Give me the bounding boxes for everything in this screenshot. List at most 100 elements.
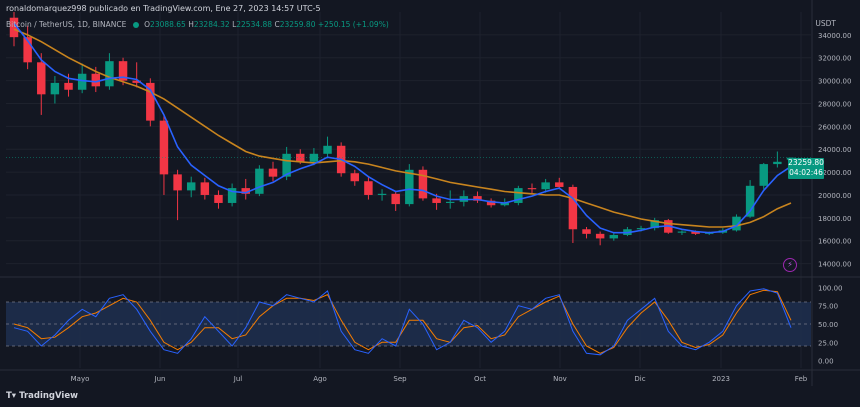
candle-body — [541, 182, 550, 190]
candle-body — [214, 194, 223, 203]
candle-body — [118, 61, 128, 81]
candle-body — [514, 188, 523, 203]
stoch-tick-label: 75.00 — [818, 303, 838, 311]
low-value: 22534.88 — [236, 20, 273, 29]
candle-body — [241, 188, 250, 194]
candle-body — [186, 182, 196, 191]
candle-body — [200, 182, 210, 195]
candle-body — [636, 228, 646, 230]
symbol-name[interactable]: Bitcoin / TetherUS, 1D, BINANCE — [6, 20, 127, 29]
time-tick-label: Mayo — [71, 375, 90, 383]
market-status-icon — [132, 22, 139, 28]
candle-body — [745, 185, 755, 217]
symbol-legend[interactable]: Bitcoin / TetherUS, 1D, BINANCE O23088.6… — [6, 20, 389, 29]
price-tick-label: 28000.00 — [818, 100, 851, 108]
candle-body — [445, 201, 455, 203]
candle-body — [268, 168, 278, 177]
candle-body — [350, 173, 360, 182]
moving-averages — [13, 22, 792, 234]
bar-countdown: 04:02:46 — [789, 168, 823, 177]
price-tick-label: 18000.00 — [818, 215, 851, 223]
fast-ma-line — [13, 22, 792, 234]
stoch-tick-label: 25.00 — [818, 339, 838, 347]
price-tick-label: 22000.00 — [818, 169, 851, 177]
price-tick-label: 34000.00 — [818, 32, 851, 40]
candle-body — [650, 220, 659, 229]
candle-body — [64, 82, 73, 90]
stoch-tick-label: 50.00 — [818, 321, 838, 329]
open-value: 23088.65 — [150, 20, 186, 29]
price-tick-label: 20000.00 — [818, 192, 851, 200]
price-tick-label: 14000.00 — [818, 261, 851, 269]
time-tick-label: Sep — [393, 375, 407, 383]
low-label: L — [232, 20, 237, 29]
price-tick-label: 32000.00 — [818, 55, 851, 63]
time-tick-label: Oct — [474, 375, 486, 383]
candle-body — [159, 120, 169, 175]
stoch-tick-label: 0.00 — [818, 358, 834, 366]
candle-body — [773, 161, 782, 165]
candle-body — [609, 234, 619, 239]
stoch-rsi-pane — [6, 288, 811, 356]
candle-body — [555, 182, 564, 187]
tradingview-logo-icon: T▾ — [6, 391, 17, 401]
axes: 34000.00 32000.00 30000.00 28000.00 26000.00… — [71, 32, 852, 383]
candle-body — [568, 186, 578, 230]
currency-label: USDT — [815, 19, 836, 28]
candle-body — [37, 62, 46, 95]
time-tick-label: Jul — [233, 375, 243, 383]
flash-icon[interactable]: ⚡ — [783, 258, 797, 272]
last-price-value: 23259.80 — [788, 158, 824, 167]
candle-body — [23, 37, 32, 63]
candle-body — [391, 193, 400, 205]
candle-body — [500, 202, 509, 206]
candle-body — [418, 169, 428, 199]
candle-body — [677, 231, 687, 233]
candle-body — [527, 188, 537, 190]
stoch-k-line — [13, 288, 792, 356]
time-tick-label: Jun — [154, 375, 166, 383]
candle-body — [77, 73, 87, 90]
candle-body — [405, 169, 414, 205]
high-value: 23284.32 — [193, 20, 230, 29]
price-tick-label: 16000.00 — [818, 238, 851, 246]
candle-body — [227, 188, 237, 203]
open-label: O — [144, 20, 151, 29]
brand-name: TradingView — [19, 391, 78, 401]
candle-body — [473, 196, 482, 201]
candle-body — [732, 216, 741, 231]
candle-body — [309, 153, 319, 162]
time-tick-label: Feb — [795, 375, 808, 383]
candle-body — [282, 153, 291, 177]
candle-body — [173, 174, 182, 191]
candle-body — [146, 82, 155, 121]
candle-body — [486, 200, 496, 206]
change-value: +250.15 (+1.09%) — [317, 20, 389, 29]
time-tick-label: 2023 — [712, 375, 730, 383]
candle-body — [432, 198, 441, 203]
slow-ma-line — [13, 28, 792, 228]
stoch-d-line — [13, 289, 792, 354]
high-label: H — [188, 20, 194, 29]
candle-body — [595, 233, 605, 239]
candle-body — [50, 82, 60, 95]
candle-body — [91, 73, 101, 87]
price-tick-label: 30000.00 — [818, 78, 851, 86]
candle-body — [323, 145, 332, 154]
candle-body — [377, 193, 387, 195]
last-price-badge: 23259.80 04:02:46 — [788, 158, 824, 179]
stoch-tick-label: 100.00 — [818, 284, 843, 292]
candle-body — [364, 181, 373, 195]
price-tick-label: 24000.00 — [818, 146, 851, 154]
candle-body — [582, 229, 591, 234]
candle-body — [759, 164, 768, 186]
candle-body — [691, 231, 700, 234]
publisher-header: ronaldomarquez998 publicado en TradingVi… — [6, 4, 321, 13]
close-label: C — [274, 20, 280, 29]
price-tick-label: 26000.00 — [818, 123, 851, 131]
time-tick-label: Ago — [313, 375, 327, 383]
candle-body — [255, 168, 264, 194]
time-tick-label: Nov — [553, 375, 567, 383]
footer-brand[interactable]: T▾ TradingView — [6, 391, 78, 401]
